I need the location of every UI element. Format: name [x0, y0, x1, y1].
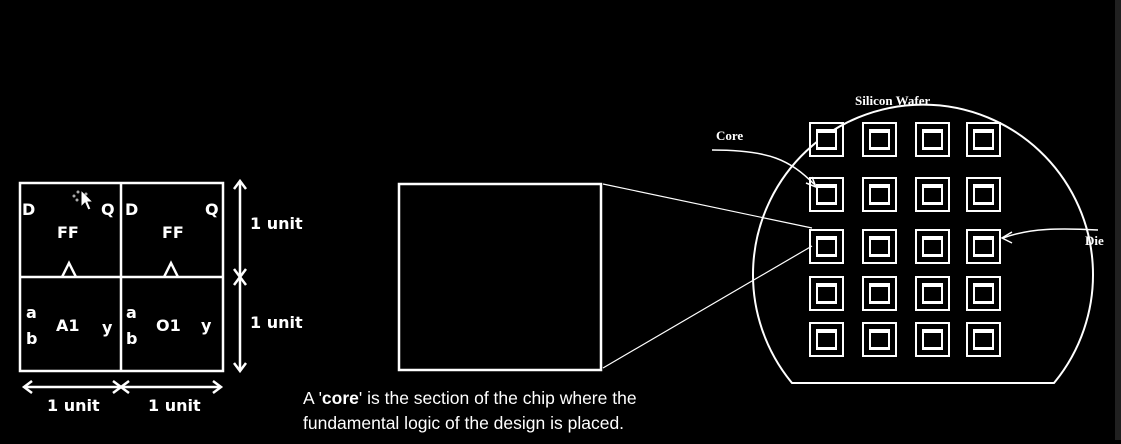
a1-input-b: b	[26, 329, 37, 348]
dim-label-bottom: 1 unit	[250, 313, 303, 332]
dim-label-left: 1 unit	[47, 396, 100, 415]
die-4-1	[809, 276, 844, 311]
o1-output-y: y	[201, 316, 212, 335]
dim-arrow-top-head-up	[233, 178, 247, 190]
die-5-3	[915, 322, 950, 357]
dim-label-top: 1 unit	[250, 214, 303, 233]
ff-left-name: FF	[57, 223, 79, 242]
zoom-line-top	[602, 183, 813, 229]
o1-input-b: b	[126, 329, 137, 348]
die-5-1	[809, 322, 844, 357]
die-pointer-arrowhead	[1000, 231, 1013, 244]
core-pointer-arrowhead	[805, 176, 818, 189]
caption-term: core	[321, 388, 359, 408]
die-3-2	[862, 229, 897, 264]
die-2-2	[862, 177, 897, 212]
die-1-3	[915, 122, 950, 157]
wafer-outline	[752, 103, 1094, 384]
core-pointer-arrow	[711, 149, 816, 186]
die-5-4	[966, 322, 1001, 357]
die-1-4	[966, 122, 1001, 157]
die-pointer-arrow	[1002, 228, 1099, 239]
ff-right-name: FF	[162, 223, 184, 242]
die-2-4	[966, 177, 1001, 212]
o1-name: O1	[156, 316, 181, 335]
die-4-2	[862, 276, 897, 311]
wafer-title: Silicon Wafer	[855, 93, 930, 108]
die-3-3	[915, 229, 950, 264]
die-label: Die	[1085, 233, 1104, 248]
core-square	[397, 182, 603, 372]
die-3-4	[966, 229, 1001, 264]
die-3-1	[809, 229, 844, 264]
die-2-1	[809, 177, 844, 212]
die-5-2	[862, 322, 897, 357]
dim-arrow-right-head-r	[212, 380, 224, 394]
window-edge	[1115, 0, 1121, 440]
die-4-3	[915, 276, 950, 311]
caption: A 'core' is the section of the chip wher…	[303, 386, 723, 436]
ff-right-d: D	[125, 200, 138, 219]
die-4-4	[966, 276, 1001, 311]
caption-prefix: A '	[303, 388, 322, 408]
die-2-3	[915, 177, 950, 212]
die-1-1	[809, 122, 844, 157]
mouse-cursor-icon	[72, 188, 95, 211]
zoom-line-bottom	[602, 245, 813, 369]
o1-input-a: a	[126, 303, 137, 322]
dim-arrow-left-head-l	[21, 380, 33, 394]
die-1-2	[862, 122, 897, 157]
ff-left-q: Q	[101, 200, 115, 219]
clock-triangle-right	[162, 260, 180, 278]
caption-suffix: ' is the section of the chip where the f…	[303, 388, 637, 433]
dim-arrow-bottom-head-down	[233, 362, 247, 374]
dim-arrow-right-head-l	[118, 380, 130, 394]
a1-input-a: a	[26, 303, 37, 322]
a1-name: A1	[56, 316, 80, 335]
cell-grid	[18, 181, 225, 373]
dim-arrow-bottom-head-up	[233, 274, 247, 286]
a1-output-y: y	[102, 318, 113, 337]
clock-triangle-left	[60, 260, 78, 278]
ff-left-d: D	[22, 200, 35, 219]
dim-label-right: 1 unit	[148, 396, 201, 415]
ff-right-q: Q	[205, 200, 219, 219]
core-label: Core	[716, 128, 743, 143]
die-grid	[809, 122, 1001, 357]
